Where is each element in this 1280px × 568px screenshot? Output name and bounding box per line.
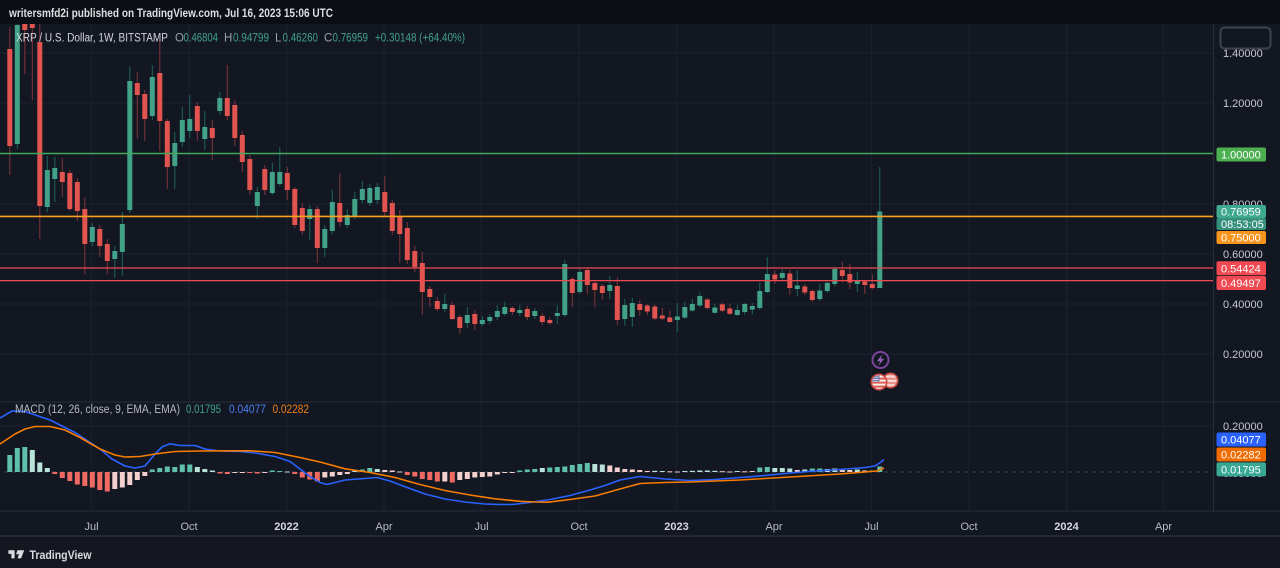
svg-text:2022: 2022 — [274, 521, 298, 533]
svg-text:1.20000: 1.20000 — [1223, 98, 1263, 110]
svg-text:0.60000: 0.60000 — [1223, 249, 1263, 261]
svg-text:0.02282: 0.02282 — [273, 404, 310, 416]
svg-text:0.94799: 0.94799 — [233, 33, 269, 45]
svg-text:0.01795: 0.01795 — [1221, 464, 1261, 476]
svg-text:Jul: Jul — [474, 521, 488, 533]
svg-text:Apr: Apr — [375, 521, 392, 533]
svg-text:writersmfd2i published on Trad: writersmfd2i published on TradingView.co… — [8, 6, 333, 20]
svg-text:Oct: Oct — [180, 521, 197, 533]
svg-text:0.75000: 0.75000 — [1221, 233, 1261, 245]
svg-text:Apr: Apr — [1155, 521, 1172, 533]
svg-text:1.40000: 1.40000 — [1223, 48, 1263, 60]
svg-text:O: O — [175, 33, 184, 45]
svg-text:+0.30148 (+64.40%): +0.30148 (+64.40%) — [375, 33, 465, 45]
svg-text:L: L — [275, 33, 282, 45]
svg-text:Apr: Apr — [765, 521, 782, 533]
svg-text:Jul: Jul — [84, 521, 98, 533]
svg-text:08:53:05: 08:53:05 — [1221, 219, 1264, 231]
svg-text:2024: 2024 — [1054, 521, 1079, 533]
svg-text:TradingView: TradingView — [30, 548, 93, 562]
svg-text:0.46260: 0.46260 — [283, 33, 319, 45]
svg-text:0.02282: 0.02282 — [1221, 450, 1261, 462]
svg-text:0.20000: 0.20000 — [1223, 349, 1263, 361]
svg-text:2023: 2023 — [664, 521, 688, 533]
svg-text:0.76959: 0.76959 — [1221, 207, 1261, 219]
svg-text:XRP / U.S. Dollar, 1W, BITSTAM: XRP / U.S. Dollar, 1W, BITSTAMP — [16, 33, 168, 45]
svg-text:Jul: Jul — [864, 521, 878, 533]
svg-text:0.76959: 0.76959 — [333, 33, 369, 45]
svg-text:0.01795: 0.01795 — [186, 404, 221, 416]
svg-text:1.00000: 1.00000 — [1221, 150, 1261, 162]
svg-text:0.04077: 0.04077 — [229, 404, 266, 416]
svg-text:0.54424: 0.54424 — [1221, 263, 1261, 275]
svg-text:C: C — [324, 33, 332, 45]
svg-text:0.04077: 0.04077 — [1221, 435, 1261, 447]
svg-text:0.46804: 0.46804 — [184, 33, 219, 45]
svg-text:Oct: Oct — [960, 521, 977, 533]
svg-text:0.20000: 0.20000 — [1223, 421, 1263, 433]
svg-text:H: H — [224, 33, 232, 45]
svg-text:MACD (12, 26, close, 9, EMA, E: MACD (12, 26, close, 9, EMA, EMA) — [15, 404, 180, 416]
svg-text:0.49497: 0.49497 — [1221, 278, 1261, 290]
svg-text:0.40000: 0.40000 — [1223, 299, 1263, 311]
svg-text:Oct: Oct — [570, 521, 587, 533]
